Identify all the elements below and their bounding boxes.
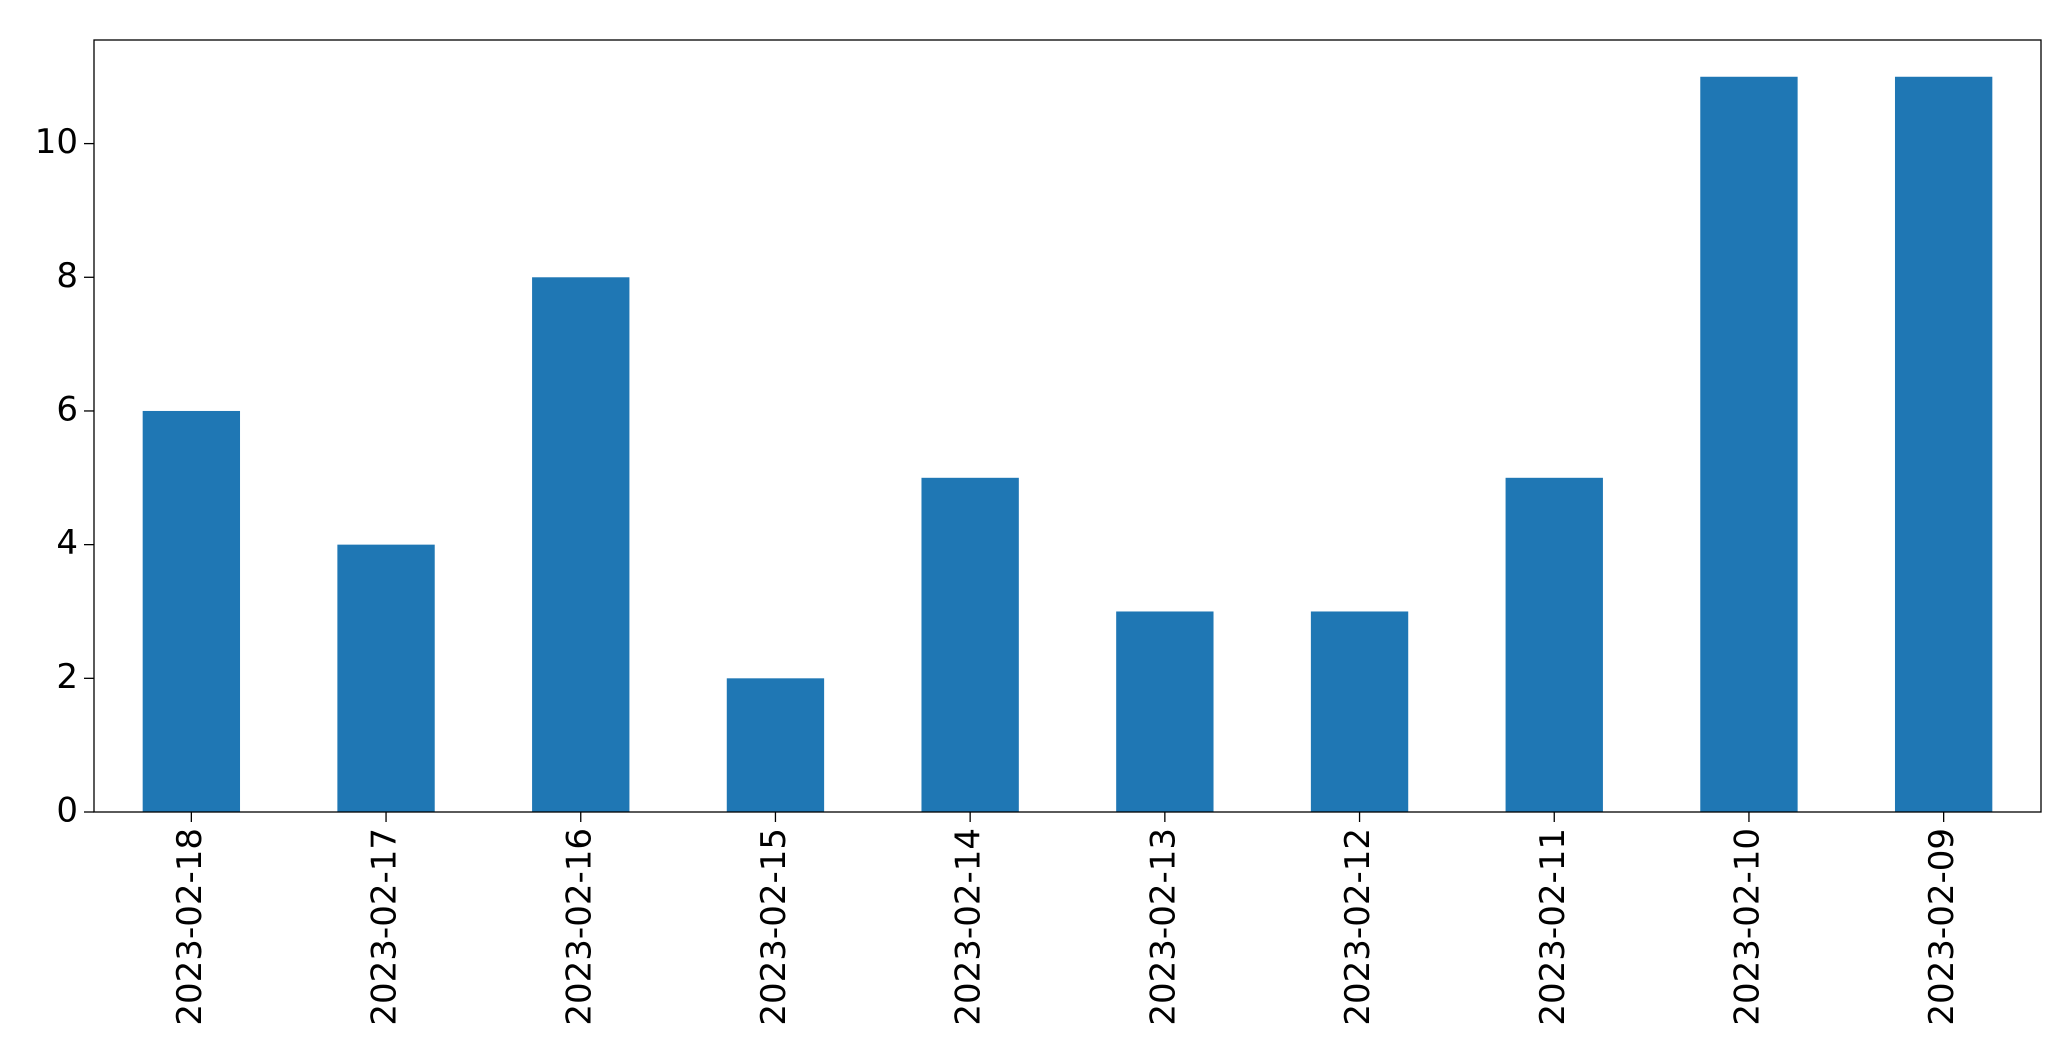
x-tick-label: 2023-02-10 xyxy=(1727,828,1767,1026)
bar xyxy=(337,544,435,812)
x-tick-label: 2023-02-09 xyxy=(1922,828,1962,1026)
bar xyxy=(1894,76,1993,812)
bar xyxy=(1505,477,1603,812)
x-tick-label: 2023-02-12 xyxy=(1338,828,1378,1026)
bar xyxy=(532,277,630,812)
bar xyxy=(1310,611,1409,812)
x-tick-label: 2023-02-11 xyxy=(1533,828,1573,1026)
x-tick-label: 2023-02-14 xyxy=(949,828,989,1026)
bar xyxy=(1116,611,1214,812)
x-tick-label: 2023-02-16 xyxy=(559,828,599,1026)
bar xyxy=(1700,76,1798,812)
y-tick-label: 6 xyxy=(56,389,78,429)
y-tick-label: 8 xyxy=(56,256,78,296)
x-tick-label: 2023-02-17 xyxy=(365,828,405,1026)
y-tick-label: 10 xyxy=(35,122,78,162)
y-tick-label: 2 xyxy=(56,657,78,697)
bar xyxy=(921,477,1019,812)
bar xyxy=(142,410,241,812)
plot-frame xyxy=(93,39,2042,813)
x-tick-label: 2023-02-15 xyxy=(754,828,794,1026)
bar xyxy=(726,678,825,812)
y-tick-label: 0 xyxy=(56,791,78,831)
x-tick-label: 2023-02-13 xyxy=(1143,828,1183,1026)
x-tick-label: 2023-02-18 xyxy=(170,828,210,1026)
y-tick-label: 4 xyxy=(56,523,78,563)
